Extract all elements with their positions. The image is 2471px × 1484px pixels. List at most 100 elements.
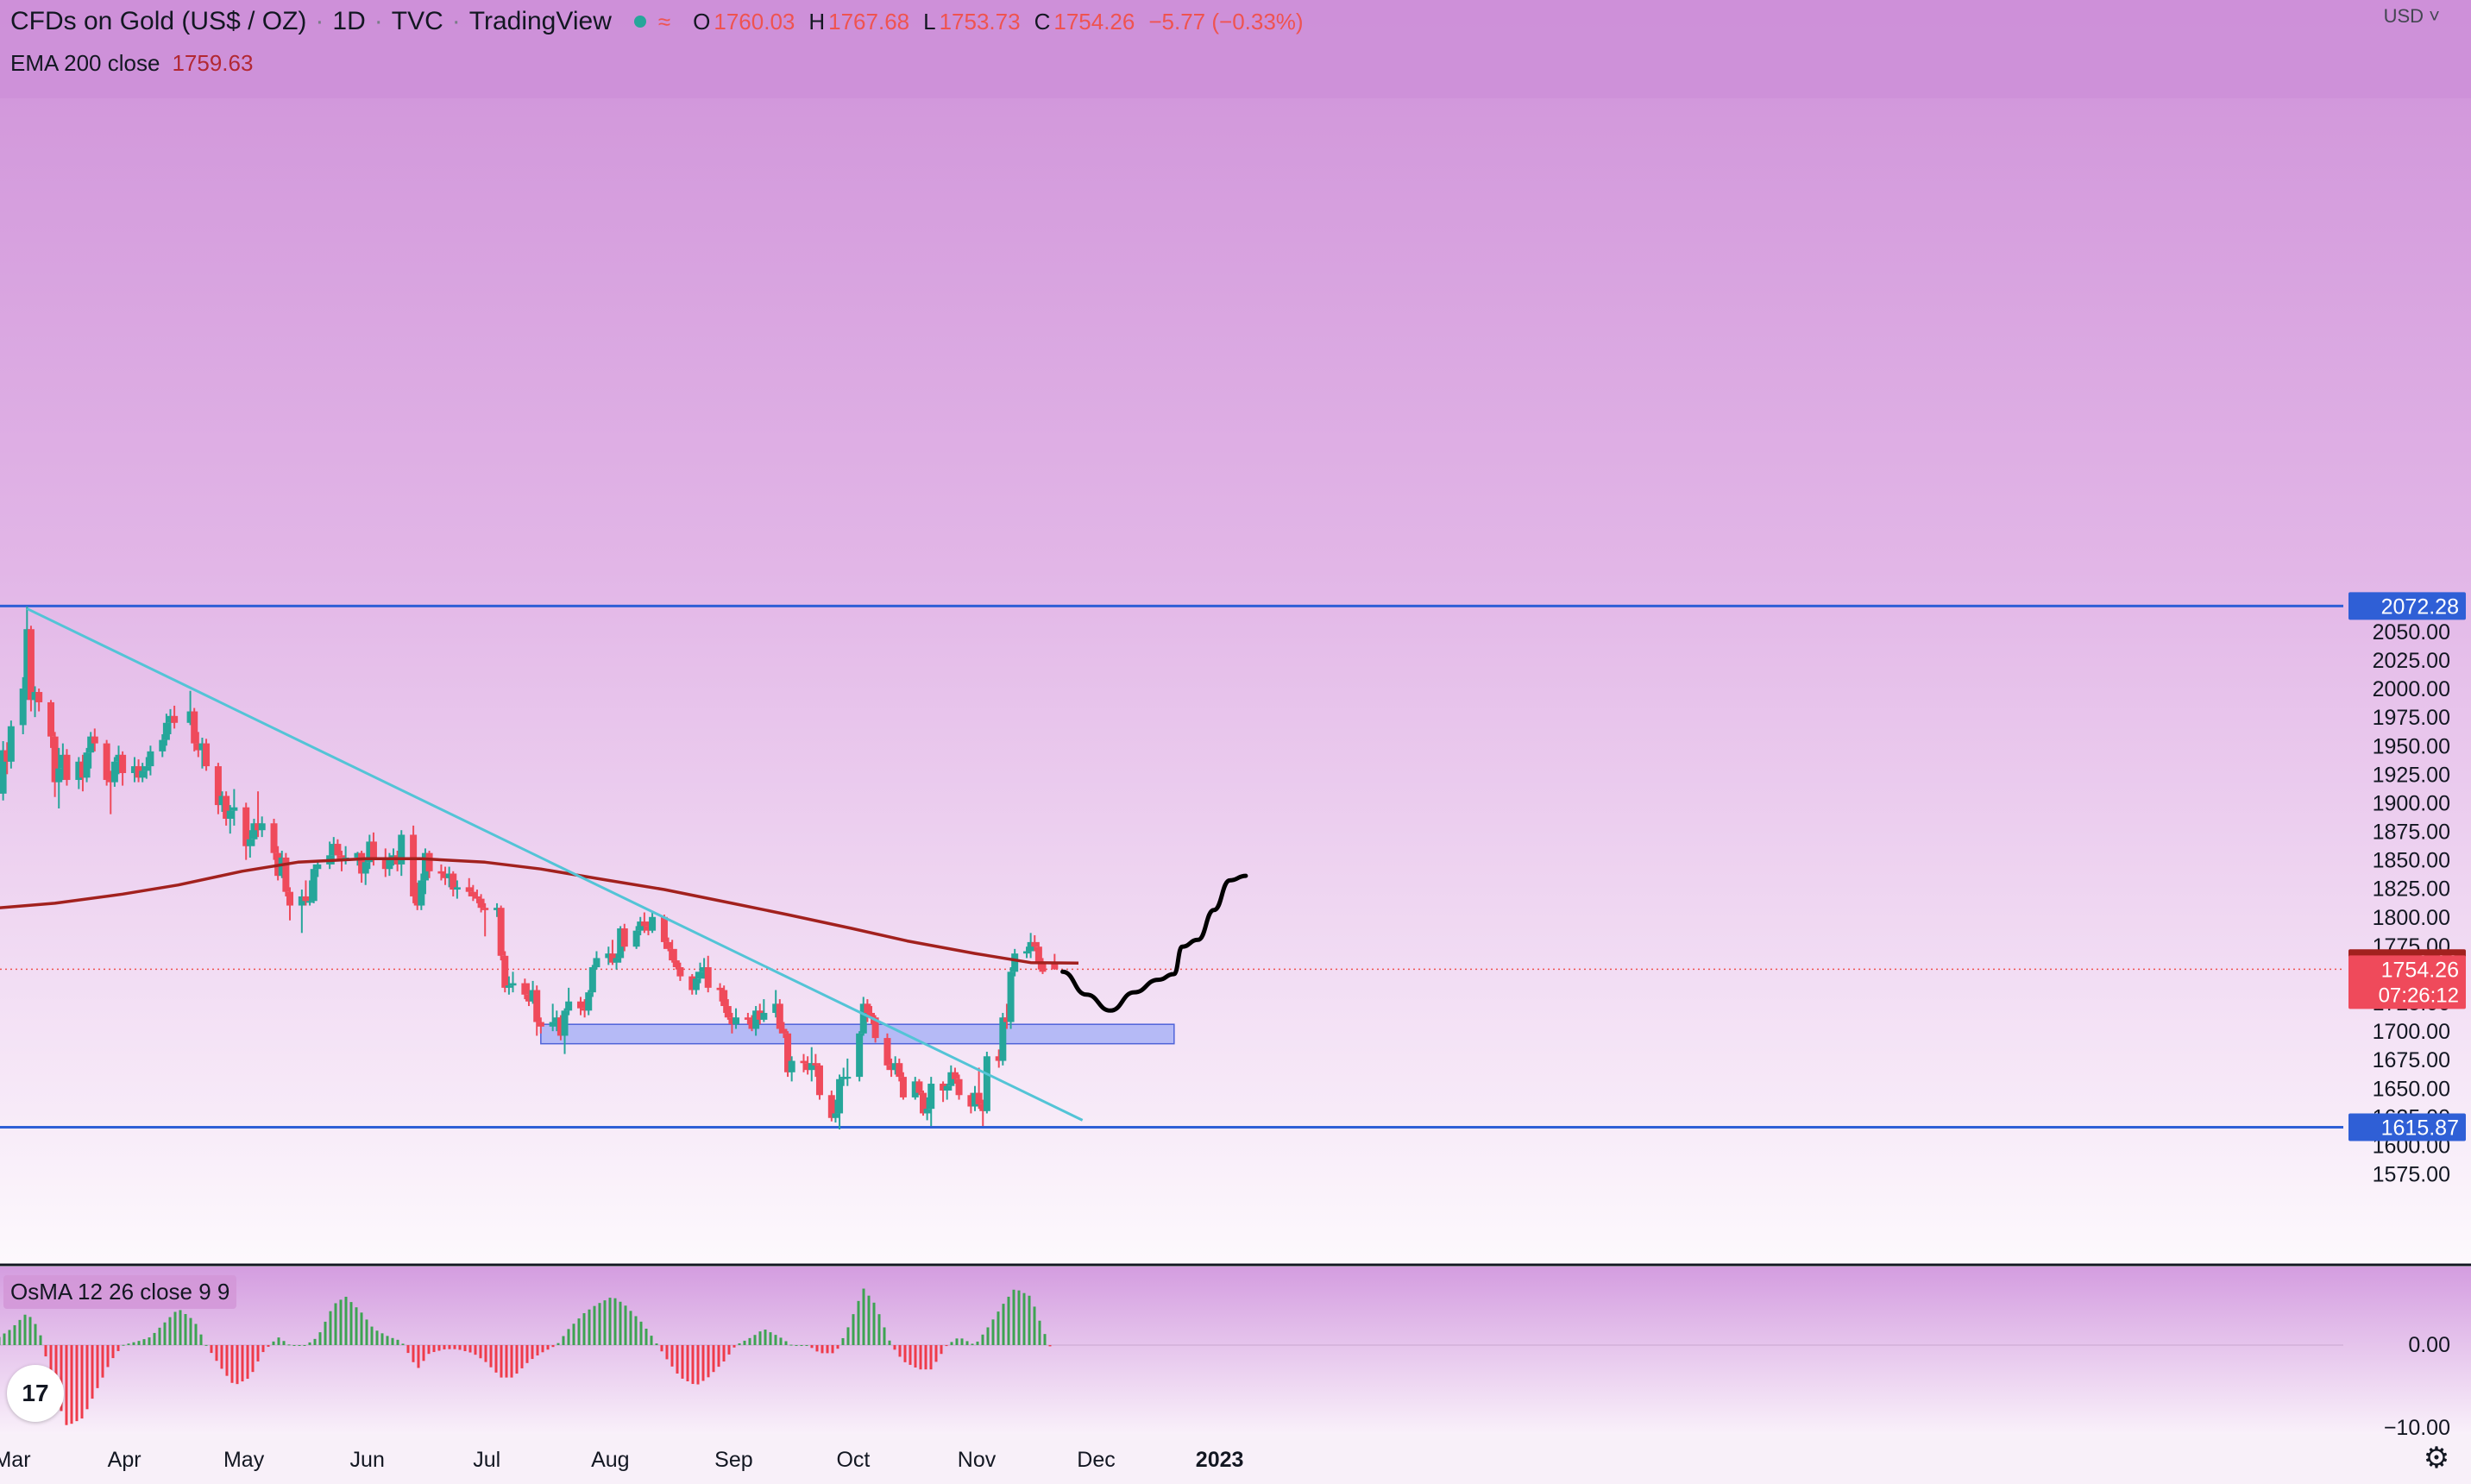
candle-down [425,851,433,878]
candle-up [110,757,118,787]
osma-bar [971,1343,974,1345]
osma-bar [831,1345,834,1354]
osma-bar [655,1343,658,1345]
candle-body [258,823,266,831]
candle-down [191,707,198,751]
candle-body [255,823,262,831]
osma-bar [520,1345,524,1368]
candle-body [425,852,433,871]
osma-bar [173,1311,177,1345]
osma-bar [551,1345,555,1348]
candle-body [107,779,115,783]
candle-up [386,852,393,877]
candle-body [23,629,31,689]
candle-up [891,1056,899,1075]
osma-bar [722,1345,726,1361]
candle-up [637,916,644,935]
interval-label[interactable]: 1D [332,7,366,35]
currency-label: USD [2383,5,2424,27]
candle-body [1007,972,1015,1022]
osma-bar [484,1345,487,1362]
osma-bar [308,1342,311,1345]
candle-up [732,1008,740,1029]
candle-up [55,747,63,809]
candle-body [115,754,123,762]
bottom-line-badge [2348,1113,2466,1141]
osma-bar [179,1310,182,1345]
y-axis-tick-label: 1975.00 [2373,706,2450,730]
osma-bar [153,1332,156,1345]
candle-up [83,747,91,783]
candle-body [581,1008,588,1011]
candle-body [186,711,194,723]
candle-body [330,844,337,856]
osma-bar [44,1345,47,1357]
currency-selector[interactable]: USD ˅ [2384,5,2440,28]
candle-up [585,990,593,1016]
market-status-icon[interactable] [633,16,646,28]
osma-bar [246,1345,249,1380]
candle-body [0,750,7,794]
osma-bar [277,1337,280,1345]
candle-body [453,887,461,890]
osma-bar [572,1324,575,1345]
osma-bar [556,1343,560,1345]
candle-down [896,1058,903,1082]
last-price-badge [2348,955,2466,1009]
osma-bar [148,1337,151,1345]
osma-bar [0,1336,1,1345]
candle-body [701,967,708,972]
candle-down [282,852,290,896]
candle-body [27,629,35,701]
time-axis-background [0,1434,2471,1484]
candle-up [306,880,314,906]
osma-bar [91,1345,94,1399]
osma-bar [701,1345,705,1381]
tradingview-logo-icon[interactable]: 17 [7,1365,64,1422]
candle-up [23,606,31,701]
candle-up [246,830,254,858]
symbol-title[interactable]: CFDs on Gold (US$ / OZ) [10,7,307,35]
candle-body [51,736,59,783]
candle-down [1031,934,1039,952]
candle-up [923,1097,931,1121]
osma-bar [696,1345,700,1385]
osma-bar [303,1345,306,1346]
candle-up [59,743,66,780]
osma-bar [867,1295,871,1345]
candle-down [63,749,71,786]
candle-down [410,825,418,903]
candle-body [613,958,620,963]
candle-body [59,754,66,769]
candle-body [501,955,509,988]
candle-down [556,1015,564,1041]
osma-bar [795,1345,798,1346]
candle-body [788,1060,795,1072]
candle-body [620,928,628,947]
candle-down [815,1063,823,1100]
osma-legend[interactable]: OsMA 12 26 close 9 9 [3,1275,237,1309]
compare-wave-icon[interactable]: ≈ [657,8,671,35]
ema-legend[interactable]: EMA 200 close 1759.63 [10,50,253,77]
candle-up [167,708,174,735]
candle-body [278,857,286,877]
candle-up [943,1084,951,1100]
candle-up [605,946,613,965]
candle-up [752,1006,760,1036]
osma-bar [732,1345,736,1348]
osma-bar [251,1345,255,1373]
candle-body [381,857,389,870]
candle-body [867,1012,875,1018]
candle-body [888,1065,896,1071]
gear-icon[interactable]: ⚙ [2423,1442,2450,1475]
osma-bar [960,1338,964,1345]
osma-bar [826,1345,829,1354]
candle-body [167,715,174,723]
high-label: H [808,8,826,35]
osma-bar [743,1340,746,1345]
osma-bar [448,1345,451,1349]
osma-bar [489,1345,493,1368]
candle-body [35,692,43,702]
osma-bar [349,1302,353,1345]
